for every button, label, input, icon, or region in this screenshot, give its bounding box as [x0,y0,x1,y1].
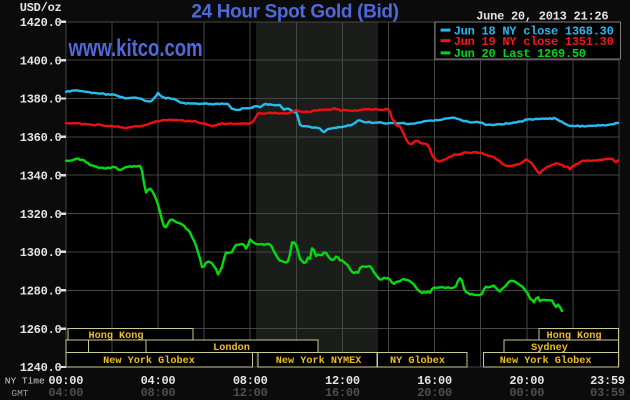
svg-text:London: London [213,342,250,354]
svg-text:00:00: 00:00 [509,386,544,400]
svg-text:Sydney: Sydney [531,342,568,354]
svg-text:1300.0: 1300.0 [20,246,62,260]
svg-text:1380.0: 1380.0 [20,93,62,107]
svg-text:20:00: 20:00 [509,374,544,388]
svg-text:USD/oz: USD/oz [20,1,62,15]
svg-text:GMT: GMT [11,388,28,399]
svg-text:24 Hour Spot Gold (Bid): 24 Hour Spot Gold (Bid) [191,1,398,22]
svg-text:1240.0: 1240.0 [20,361,62,375]
svg-text:Hong Kong: Hong Kong [546,331,601,342]
svg-text:Jun 19 NY close 1351.30: Jun 19 NY close 1351.30 [454,35,614,49]
svg-text:12:00: 12:00 [325,374,360,388]
svg-text:www.kitco.com: www.kitco.com [68,35,203,62]
svg-text:NY Globex: NY Globex [390,355,445,367]
svg-text:Hong Kong: Hong Kong [88,331,143,342]
svg-text:New York Globex: New York Globex [103,355,195,367]
svg-text:1280.0: 1280.0 [20,285,62,299]
svg-text:1360.0: 1360.0 [20,131,62,145]
svg-text:New York NYMEX: New York NYMEX [276,355,362,367]
svg-text:03:59: 03:59 [590,386,625,400]
svg-text:Jun 20 Last 1269.50: Jun 20 Last 1269.50 [454,47,586,61]
svg-text:08:00: 08:00 [141,386,176,400]
svg-text:08:00: 08:00 [233,374,268,388]
svg-text:12:00: 12:00 [233,386,268,400]
svg-text:1320.0: 1320.0 [20,208,62,222]
svg-text:NY Time: NY Time [5,375,45,386]
svg-text:1340.0: 1340.0 [20,169,62,183]
svg-text:00:00: 00:00 [48,374,83,388]
svg-text:New York Globex: New York Globex [500,355,592,367]
svg-text:16:00: 16:00 [417,374,452,388]
svg-text:1260.0: 1260.0 [20,323,62,337]
svg-text:23:59: 23:59 [590,374,625,388]
svg-text:June 20, 2013 21:26: June 20, 2013 21:26 [476,10,608,24]
svg-text:16:00: 16:00 [325,386,360,400]
svg-text:1420.0: 1420.0 [20,16,62,30]
svg-text:04:00: 04:00 [48,386,83,400]
svg-text:20:00: 20:00 [417,386,452,400]
svg-text:Jun 18 NY close 1368.30: Jun 18 NY close 1368.30 [454,24,614,38]
svg-text:1400.0: 1400.0 [20,54,62,68]
svg-text:04:00: 04:00 [141,374,176,388]
